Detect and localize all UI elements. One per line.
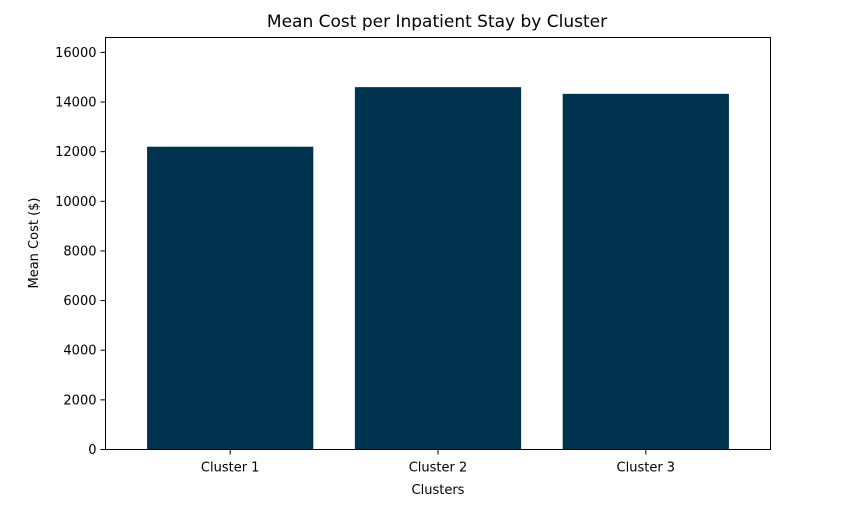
y-tick-label: 10000 [55,195,96,210]
y-tick-label: 8000 [63,244,96,259]
x-axis: Cluster 1 Cluster 2 Cluster 3 [201,449,676,476]
y-axis: 0 2000 4000 6000 8000 10000 12000 14000 16000 [55,46,106,458]
y-tick-label: 16000 [55,46,96,61]
x-tick-label: Cluster 3 [617,461,676,476]
y-tick-label: 2000 [63,393,96,408]
bar-cluster-3 [562,93,729,450]
bar-cluster-2 [354,87,522,450]
y-tick-label: 0 [88,443,96,458]
chart-title: Mean Cost per Inpatient Stay by Cluster [267,12,607,32]
y-tick-label: 6000 [63,294,96,309]
x-tick-label: Cluster 2 [409,461,468,476]
bar-cluster-1 [147,146,314,450]
y-tick-label: 14000 [55,96,96,111]
y-axis-label: Mean Cost ($) [27,198,42,289]
bars-group [147,87,729,450]
x-axis-label: Clusters [412,483,465,498]
x-tick-label: Cluster 1 [201,461,260,476]
y-tick-label: 4000 [63,344,96,359]
plot-frame [105,37,771,450]
y-tick-label: 12000 [55,145,96,160]
